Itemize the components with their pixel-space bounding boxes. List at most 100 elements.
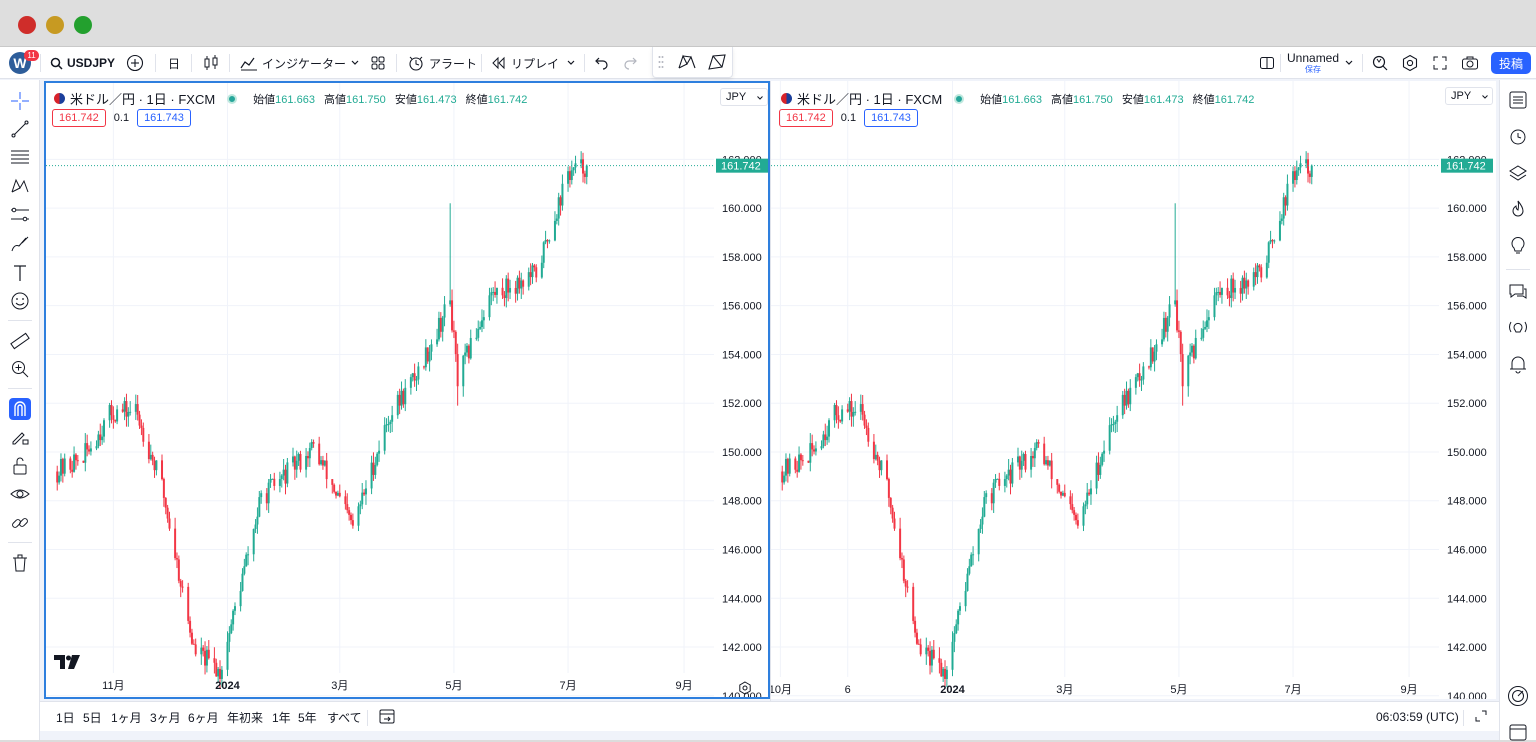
symbol-search-button[interactable]: USDJPY	[50, 47, 115, 79]
calendar-button[interactable]	[1507, 720, 1529, 742]
interval-button[interactable]: 日	[168, 47, 180, 79]
replay-options-button[interactable]	[566, 47, 576, 79]
layout-menu-button[interactable]	[1344, 47, 1354, 79]
ideas-button[interactable]	[1507, 235, 1529, 257]
tradingview-logo[interactable]	[54, 655, 80, 674]
save-layout-button[interactable]: Unnamed 保存	[1287, 47, 1339, 79]
settings-button[interactable]	[1401, 47, 1419, 79]
candle-body	[436, 339, 439, 345]
candle-body	[1127, 390, 1130, 405]
hide-drawings-tool[interactable]	[9, 483, 31, 505]
timezone-clock[interactable]: 06:03:59 (UTC)	[1376, 710, 1459, 724]
remove-drawings-tool[interactable]	[9, 552, 31, 574]
currency-select[interactable]: JPY	[720, 88, 768, 106]
text-tool[interactable]	[9, 262, 31, 284]
quick-search-button[interactable]	[1371, 47, 1389, 79]
price-axis[interactable]: 140.000 142.000 144.000 146.000 148.000 150.0…	[1441, 154, 1493, 699]
replay-button[interactable]: リプレイ	[491, 47, 559, 79]
buy-button[interactable]: 161.743	[137, 109, 191, 127]
triangle-pattern-button[interactable]	[707, 52, 727, 77]
range-all-button[interactable]: すべて	[327, 711, 362, 725]
snapshot-button[interactable]	[1461, 47, 1479, 79]
redo-button[interactable]	[623, 47, 639, 79]
alerts-panel-button[interactable]	[1507, 125, 1529, 147]
zoom-tool[interactable]	[9, 358, 31, 380]
range-1y-button[interactable]: 1年	[272, 711, 291, 725]
price-tick-label: 146.000	[722, 545, 762, 557]
currency-select[interactable]: JPY	[1445, 87, 1493, 105]
candle-body	[1161, 339, 1164, 345]
sync-drawings-tool[interactable]	[9, 512, 31, 534]
time-axis[interactable]: 10月 6 2024 3月 5月 7月 9月	[771, 684, 1418, 696]
stay-in-drawing-mode-tool[interactable]	[9, 426, 31, 448]
price-tick-label: 152.000	[1447, 398, 1487, 410]
chats-button[interactable]	[1507, 281, 1529, 303]
candle-body	[1166, 317, 1169, 332]
alert-button[interactable]: アラート	[407, 47, 477, 79]
zoom-window-button[interactable]	[74, 16, 92, 34]
series-title[interactable]: 米ドル／円 · 1日 · FXCM	[797, 92, 943, 107]
axis-settings-button[interactable]	[738, 681, 752, 697]
chart-type-button[interactable]	[203, 47, 219, 79]
brush-tool[interactable]	[9, 233, 31, 255]
candle-body	[291, 456, 294, 463]
range-6m-button[interactable]: 6ヶ月	[188, 711, 219, 725]
measure-tool[interactable]	[9, 330, 31, 352]
minimize-window-button[interactable]	[46, 16, 64, 34]
forecast-tool[interactable]	[9, 204, 31, 226]
trend-line-icon	[11, 120, 29, 138]
range-5y-button[interactable]: 5年	[298, 711, 317, 725]
fullscreen-button[interactable]	[1432, 47, 1448, 79]
undo-button[interactable]	[593, 47, 609, 79]
range-1m-button[interactable]: 1ヶ月	[111, 711, 142, 725]
chart-pane-left[interactable]: 140.000 142.000 144.000 146.000 148.000 150.0…	[44, 81, 770, 699]
watchlist-button[interactable]	[1507, 89, 1529, 111]
candle-body	[140, 425, 143, 428]
close-window-button[interactable]	[18, 16, 36, 34]
time-axis[interactable]: 11月 2024 3月 5月 7月 9月	[102, 680, 692, 692]
range-5d-button[interactable]: 5日	[83, 711, 102, 725]
chevron-down-icon	[1345, 60, 1353, 65]
object-tree-button[interactable]	[1507, 162, 1529, 184]
pane-divider[interactable]	[770, 81, 771, 701]
streams-button[interactable]	[1507, 317, 1529, 339]
indicator-templates-button[interactable]	[350, 47, 360, 79]
buy-button[interactable]: 161.743	[864, 109, 918, 127]
range-ytd-button[interactable]: 年初来	[227, 711, 264, 725]
sell-button[interactable]: 161.742	[779, 109, 833, 127]
xabcd-pattern-button[interactable]	[677, 52, 697, 77]
drag-handle-icon[interactable]	[658, 55, 664, 74]
series-title[interactable]: 米ドル／円 · 1日 · FXCM	[70, 92, 216, 107]
crosshair-tool[interactable]	[9, 90, 31, 112]
candle-body	[349, 514, 352, 521]
maximize-panel-button[interactable]	[1474, 709, 1488, 726]
layout-select-button[interactable]	[1259, 47, 1275, 79]
magnet-tool[interactable]	[9, 398, 31, 420]
price-axis[interactable]: 140.000 142.000 144.000 146.000 148.000 150.0…	[716, 154, 768, 697]
lock-drawings-tool[interactable]	[9, 455, 31, 477]
price-chart-left[interactable]: 140.000 142.000 144.000 146.000 148.000 150.0…	[46, 83, 768, 697]
post-button[interactable]: 投稿	[1491, 52, 1531, 74]
candle-body	[479, 326, 482, 329]
candle-body	[1181, 354, 1184, 387]
sell-button[interactable]: 161.742	[52, 109, 106, 127]
range-3m-button[interactable]: 3ヶ月	[150, 711, 181, 725]
candle-body	[1310, 165, 1313, 177]
trend-line-tool[interactable]	[9, 118, 31, 140]
dom-button[interactable]	[1507, 685, 1529, 707]
go-to-date-button[interactable]	[378, 707, 396, 728]
range-1d-button[interactable]: 1日	[56, 711, 75, 725]
chart-pane-right[interactable]: 140.000 142.000 144.000 146.000 148.000 150.0…	[771, 81, 1496, 699]
pattern-tool[interactable]	[9, 175, 31, 197]
indicators-button[interactable]: インジケーター	[240, 47, 346, 79]
list-icon	[1509, 91, 1527, 109]
fib-tool[interactable]	[9, 146, 31, 168]
notifications-button[interactable]	[1507, 353, 1529, 375]
candle-body	[241, 573, 244, 591]
hotlists-button[interactable]	[1507, 198, 1529, 220]
emoji-tool[interactable]	[9, 290, 31, 312]
compare-symbol-button[interactable]	[126, 47, 144, 79]
layout-grid-button[interactable]	[370, 47, 386, 79]
price-chart-right[interactable]: 140.000 142.000 144.000 146.000 148.000 150.0…	[771, 81, 1496, 699]
